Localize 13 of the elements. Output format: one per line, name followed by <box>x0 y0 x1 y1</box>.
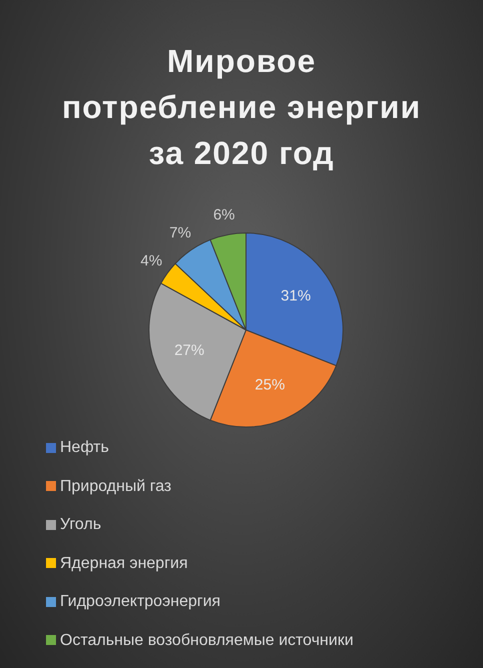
legend-label: Остальные возобновляемые источники <box>60 632 354 648</box>
data-label: 31% <box>280 288 311 305</box>
legend-label: Нефть <box>60 439 109 456</box>
data-label: 4% <box>140 252 162 270</box>
legend-label: Гидроэлектроэнергия <box>60 593 220 610</box>
data-label: 6% <box>213 206 235 224</box>
data-label: 25% <box>254 376 285 394</box>
legend-label: Природный газ <box>60 478 172 494</box>
legend-label: Уголь <box>60 516 102 533</box>
data-label: 27% <box>174 342 204 359</box>
data-label: 7% <box>169 224 192 242</box>
legend-label: Ядерная энергия <box>60 554 188 572</box>
chart-title: Мировое потребление энергии за 2020 год <box>60 42 422 173</box>
